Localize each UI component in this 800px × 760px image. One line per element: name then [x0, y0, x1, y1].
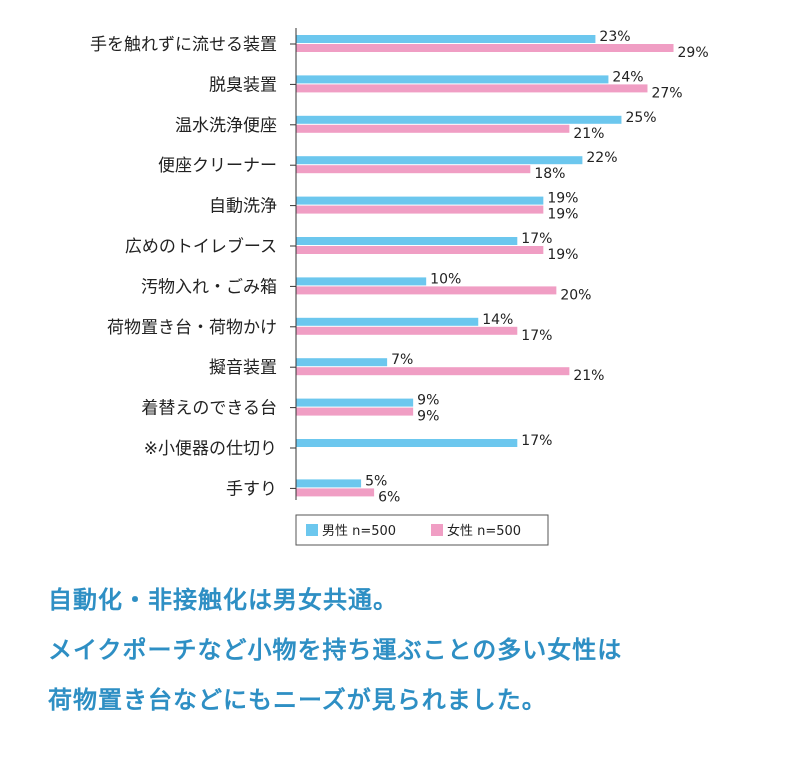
bar-female [296, 44, 674, 52]
bar-male [296, 358, 388, 367]
bar-female [296, 367, 570, 376]
legend-swatch-male [306, 524, 318, 536]
value-label-male: 23% [599, 29, 630, 45]
bar-male [296, 156, 583, 165]
caption-line-3: 荷物置き台などにもニーズが見られました。 [48, 686, 547, 714]
value-label-female: 21% [573, 126, 604, 142]
category-label: 脱臭装置 [209, 75, 277, 95]
bars-layer [296, 35, 674, 497]
value-label-female: 20% [560, 287, 591, 303]
bar-female [296, 165, 531, 174]
value-label-male: 9% [417, 393, 439, 409]
value-label-female: 21% [573, 368, 604, 384]
bar-male [296, 398, 414, 407]
value-label-male: 17% [521, 433, 552, 449]
axis-ticks [290, 43, 296, 489]
value-label-male: 24% [612, 69, 643, 85]
value-label-female: 6% [378, 489, 400, 505]
bar-male [296, 277, 427, 286]
category-label: 汚物入れ・ごみ箱 [141, 277, 277, 297]
bar-male [296, 237, 518, 245]
category-label: 温水洗浄便座 [175, 116, 277, 136]
value-label-male: 14% [482, 312, 513, 328]
bar-female [296, 124, 570, 133]
legend: 男性 n=500 女性 n=500 [295, 514, 549, 546]
category-label: 自動洗浄 [209, 197, 277, 217]
category-label: 手を触れずに流せる装置 [90, 35, 277, 55]
bar-male [296, 115, 622, 124]
caption-line-1: 自動化・非接触化は男女共通。 [48, 586, 398, 614]
bar-chart: 手を触れずに流せる装置脱臭装置温水洗浄便座便座クリーナー自動洗浄広めのトイレブー… [90, 28, 709, 546]
value-label-female: 19% [547, 247, 578, 263]
category-labels: 手を触れずに流せる装置脱臭装置温水洗浄便座便座クリーナー自動洗浄広めのトイレブー… [90, 35, 277, 499]
category-label: 着替えのできる台 [141, 399, 277, 419]
bar-male [296, 196, 544, 205]
bar-female [296, 246, 544, 254]
value-labels: 23%29%24%27%25%21%22%18%19%19%17%19%10%2… [365, 29, 709, 505]
category-label: 手すり [226, 479, 277, 499]
value-label-male: 22% [586, 150, 617, 166]
value-label-male: 25% [625, 110, 656, 126]
bar-male [296, 35, 596, 43]
value-label-male: 19% [547, 191, 578, 207]
bar-female [296, 488, 375, 497]
value-label-female: 9% [417, 409, 439, 425]
bar-female [296, 205, 544, 214]
caption-line-2: メイクポーチなど小物を持ち運ぶことの多い女性は [48, 636, 623, 664]
legend-swatch-female [431, 524, 443, 536]
legend-label-male: 男性 n=500 [322, 524, 396, 539]
bar-female [296, 407, 414, 416]
value-label-female: 18% [534, 166, 565, 182]
category-label: 荷物置き台・荷物かけ [107, 318, 277, 338]
value-label-female: 19% [547, 207, 578, 223]
bar-female [296, 326, 518, 335]
value-label-male: 5% [365, 473, 387, 489]
value-label-male: 10% [430, 271, 461, 287]
bar-female [296, 84, 648, 93]
bar-male [296, 75, 609, 84]
value-label-male: 17% [521, 231, 552, 247]
category-label: 擬音装置 [209, 358, 277, 378]
legend-box [295, 514, 549, 546]
bar-male [296, 439, 518, 447]
value-label-female: 27% [651, 85, 682, 101]
bar-female [296, 286, 557, 295]
category-label: 広めのトイレブース [125, 236, 277, 257]
value-label-male: 7% [391, 352, 413, 368]
bar-male [296, 317, 479, 326]
value-label-female: 17% [521, 328, 552, 344]
category-label: ※小便器の仕切り [144, 439, 277, 459]
value-label-female: 29% [678, 45, 709, 61]
bar-male [296, 479, 362, 488]
category-label: 便座クリーナー [158, 156, 277, 176]
legend-label-female: 女性 n=500 [447, 523, 521, 539]
